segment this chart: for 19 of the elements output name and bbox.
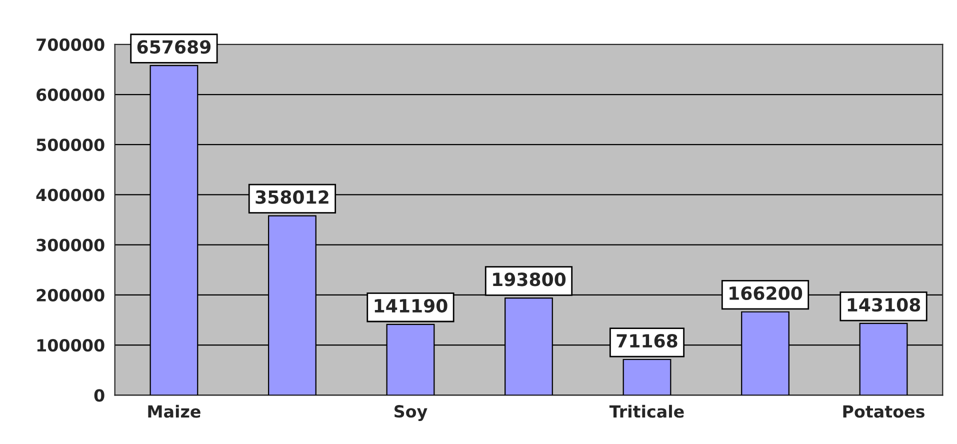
data-label: 166200 — [730, 286, 802, 300]
data-label: 141190 — [374, 298, 448, 313]
y-tick-label: 400000 — [36, 188, 104, 202]
y-tick-label: 200000 — [36, 288, 104, 302]
x-tick-label: Maize — [148, 404, 200, 418]
y-tick-label: 700000 — [36, 38, 104, 51]
y-tick-label: 0 — [94, 389, 104, 402]
y-tick-label: 300000 — [36, 238, 104, 252]
data-label: 657689 — [137, 40, 211, 54]
y-tick-label: 500000 — [36, 138, 104, 152]
x-tick-label: Potatoes — [843, 405, 924, 418]
data-label: 143108 — [848, 298, 920, 312]
x-tick-label: Triticale — [609, 404, 684, 418]
data-label: 193800 — [493, 272, 566, 286]
data-label: 358012 — [256, 190, 328, 204]
y-tick-label: 600000 — [36, 88, 104, 102]
y-tick-label: 100000 — [37, 339, 104, 352]
data-label: 71168 — [616, 334, 678, 348]
x-tick-label: Soy — [394, 405, 428, 422]
